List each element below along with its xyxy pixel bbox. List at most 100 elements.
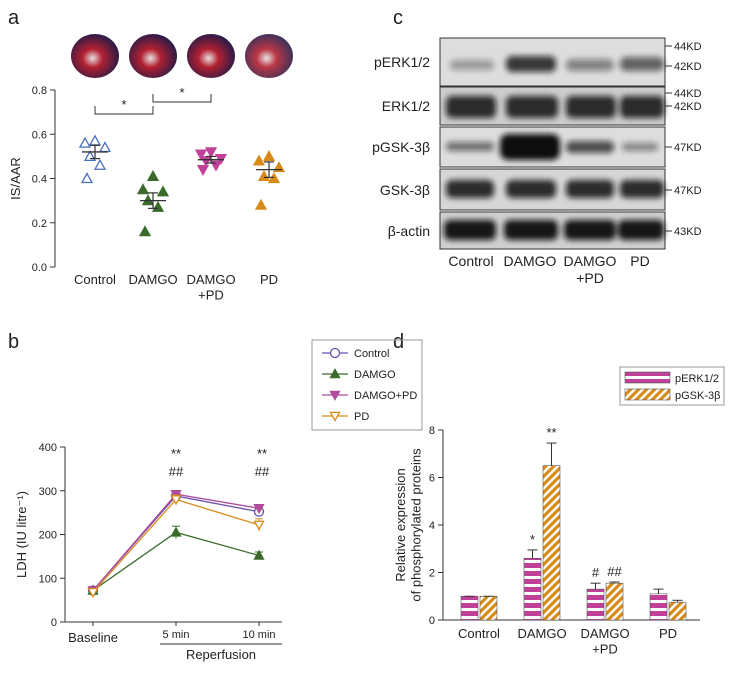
legend-marker [329, 390, 341, 401]
bracket [94, 106, 154, 115]
significance: ## [607, 564, 622, 579]
legend-label: Control [354, 348, 389, 360]
y-axis-label: LDH (IU litre⁻¹) [14, 491, 29, 578]
x-tick-label: DAMGO +PD [580, 626, 629, 657]
blot-row-label: pERK1/2 [374, 54, 430, 70]
panel-label: b [8, 331, 19, 353]
blot-lane-label: Control [448, 253, 493, 269]
marker [93, 158, 107, 170]
band [446, 96, 496, 118]
band [564, 220, 616, 240]
legend-marker [329, 368, 341, 379]
band [566, 96, 616, 118]
band [500, 134, 560, 160]
series-line [92, 493, 260, 591]
legend-swatch [624, 371, 671, 384]
x-tick-label: DAMGO +PD [186, 272, 235, 303]
significance: * [530, 532, 535, 547]
band [566, 59, 614, 71]
legend-label: DAMGO [354, 369, 396, 381]
x-tick-label: 5 min [163, 629, 190, 641]
y-tick-label: 0.4 [32, 174, 47, 186]
y-tick-label: 400 [39, 442, 57, 454]
heart-image [129, 34, 177, 78]
band [446, 180, 494, 198]
significance: ## [255, 464, 270, 479]
marker [204, 147, 218, 159]
legend-label: pERK1/2 [675, 373, 719, 385]
y-tick-label: 0.2 [32, 218, 47, 230]
significance: ** [257, 446, 267, 461]
panel-label: d [393, 331, 404, 353]
y-tick-label: 0.8 [32, 85, 47, 97]
heart-image [71, 34, 119, 78]
y-tick-label: 6 [429, 473, 435, 485]
significance: ** [171, 446, 181, 461]
blot-lane-label: PD [630, 253, 649, 269]
significance: * [121, 97, 126, 112]
kd-label: 47KD [674, 185, 702, 197]
bar [605, 582, 624, 621]
series-line [92, 498, 260, 593]
band [620, 180, 664, 198]
bar [649, 593, 668, 621]
marker [151, 200, 165, 212]
band [450, 60, 494, 70]
bar [460, 595, 479, 621]
marker [252, 154, 266, 166]
legend-marker [329, 347, 341, 359]
y-tick-label: 0.6 [32, 129, 47, 141]
legend-label: pGSK-3β [675, 390, 720, 402]
bands [444, 56, 664, 240]
x-tick-label: PD [260, 272, 278, 287]
bar [668, 601, 687, 621]
marker [254, 198, 268, 210]
x-tick-label: 10 min [242, 629, 275, 641]
marker [170, 526, 182, 537]
significance: # [592, 565, 600, 580]
marker [253, 520, 265, 531]
significance: ## [169, 464, 184, 479]
blot-row-label: ERK1/2 [382, 98, 430, 114]
legend-marker [329, 411, 341, 422]
band [618, 220, 664, 240]
x-axis-label: Reperfusion [186, 647, 256, 662]
legend-box [311, 339, 423, 431]
y-tick-label: 0.0 [32, 262, 47, 274]
y-tick-label: 200 [39, 530, 57, 542]
marker [194, 149, 208, 161]
kd-label: 43KD [674, 226, 702, 238]
blot-row-label: GSK-3β [380, 182, 430, 198]
bracket [152, 94, 212, 103]
legend-label: PD [354, 411, 369, 423]
series-line [92, 495, 260, 591]
marker [98, 141, 112, 153]
band [504, 220, 558, 240]
significance: * [179, 85, 184, 100]
marker [146, 169, 160, 181]
blot-row-label: pGSK-3β [372, 139, 430, 155]
x-tick-label: Control [458, 626, 500, 641]
panel-label: a [8, 7, 20, 29]
band [506, 180, 556, 198]
y-tick-label: 8 [429, 425, 435, 437]
kd-label: 47KD [674, 142, 702, 154]
band [566, 141, 614, 153]
band [446, 142, 494, 151]
y-tick-label: 0 [51, 617, 57, 629]
marker [87, 588, 99, 599]
y-tick-label: 0 [429, 615, 435, 627]
y-axis-label: Relative expressionof phosphorylated pro… [393, 448, 424, 602]
marker [267, 172, 281, 184]
kd-label: 44KD [674, 41, 702, 53]
marker [196, 165, 210, 176]
marker [136, 183, 150, 195]
panel-label: c [393, 7, 403, 29]
marker [257, 169, 271, 181]
marker [80, 172, 94, 184]
kd-label: 42KD [674, 101, 702, 113]
blot-lane-label: DAMGO [504, 253, 557, 269]
marker [88, 134, 102, 146]
x-tick-label: PD [659, 626, 677, 641]
